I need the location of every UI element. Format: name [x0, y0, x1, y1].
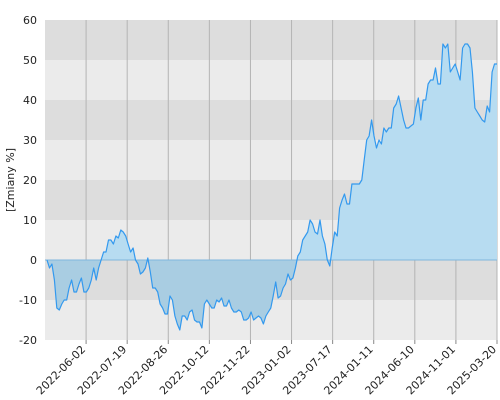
- x-axis-ticks: 2022-06-022022-07-192022-08-262022-10-12…: [34, 340, 499, 397]
- y-axis-ticks: 60 50 40 30 20 10 0 -10 -20: [19, 14, 37, 347]
- y-tick-label: 20: [23, 174, 37, 187]
- series-line: [46, 43, 497, 331]
- y-tick-label: 60: [23, 14, 37, 27]
- y-tick-label: -10: [19, 294, 37, 307]
- y-tick-label: -20: [19, 334, 37, 347]
- area-fill-negative: [47, 260, 497, 330]
- y-tick-label: 10: [23, 214, 37, 227]
- y-tick-label: 40: [23, 94, 37, 107]
- background-band: [45, 20, 497, 60]
- y-tick-label: 30: [23, 134, 37, 147]
- y-tick-label: 50: [23, 54, 37, 67]
- y-axis-title: [Zmiany %]: [4, 148, 17, 212]
- background-band: [45, 60, 497, 100]
- y-tick-label: 0: [30, 254, 37, 267]
- series-area: [45, 43, 497, 331]
- area-fill-positive: [47, 44, 497, 260]
